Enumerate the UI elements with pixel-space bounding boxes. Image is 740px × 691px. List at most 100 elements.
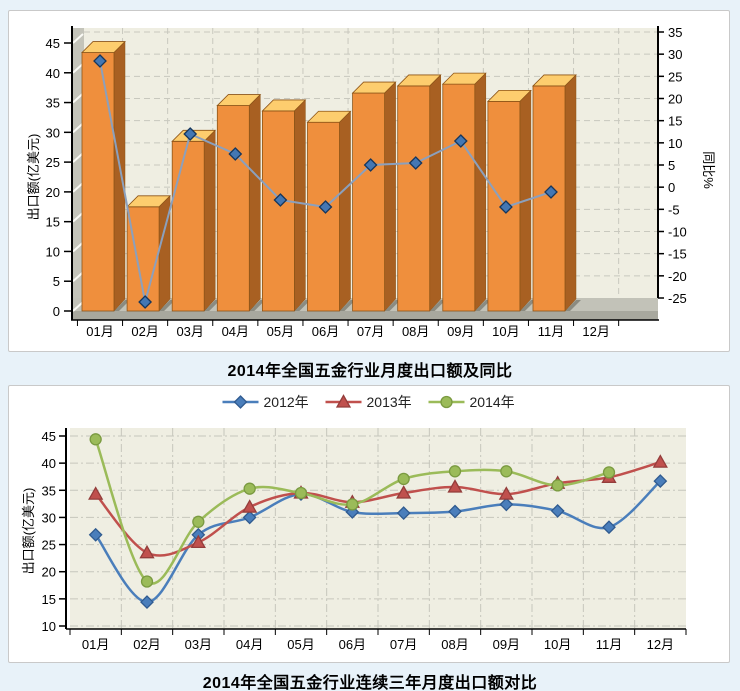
- bar-top-face: [441, 72, 487, 85]
- right-axis-tick-label: 20: [668, 92, 682, 107]
- yoy-diamond-marker: [183, 127, 198, 141]
- bar-side-face: [294, 99, 306, 312]
- series-2012-diamond-marker: [602, 520, 616, 535]
- x-axis-label: 02月: [131, 324, 158, 339]
- legend-item-2012: 2012年: [222, 394, 309, 410]
- right-axis-tick-label: 5: [668, 158, 675, 173]
- x-axis-label: 04月: [222, 324, 249, 339]
- x-axis-label: 02月: [133, 637, 160, 652]
- bar-top-face: [126, 195, 172, 208]
- bar-top-face: [351, 81, 397, 94]
- left-axis-tick-label: 5: [53, 274, 60, 289]
- bar-shadow: [384, 300, 401, 311]
- left-tick-3d: [72, 182, 84, 193]
- bar-side-face: [113, 40, 126, 312]
- bar-top-face: [306, 110, 352, 123]
- bar-shadow: [474, 300, 491, 311]
- x-axis-label: 06月: [312, 324, 339, 339]
- left-axis-tick-label: 40: [46, 66, 60, 81]
- left-axis-tick-label: 20: [42, 565, 56, 580]
- left-axis-title: 出口额(亿美元): [26, 134, 41, 221]
- x-axis-label: 08月: [402, 324, 429, 339]
- left-tick-3d: [72, 211, 84, 223]
- left-tick-3d: [72, 301, 84, 312]
- series-2014-circle-marker: [551, 479, 564, 492]
- left-axis-tick-label: 35: [46, 96, 60, 111]
- right-axis-tick-label: 10: [668, 136, 682, 151]
- left-axis-title: 出口额(亿美元): [21, 488, 36, 575]
- x-axis-label: 04月: [236, 637, 263, 652]
- bar-shadow: [114, 300, 130, 311]
- bar-09月: [442, 83, 476, 312]
- bar-top-face: [81, 41, 126, 53]
- x-axis-label: 11月: [538, 324, 565, 339]
- legend-label: 2012年: [264, 394, 309, 410]
- bar-shadow: [294, 300, 311, 311]
- x-axis-label: 09月: [447, 324, 474, 339]
- combo-chart-title: 2014年全国五金行业月度出口额及同比: [227, 363, 513, 380]
- bar-side-face: [474, 72, 487, 312]
- right-axis-tick-label: 0: [668, 180, 675, 195]
- series-2012-diamond-marker: [550, 503, 565, 518]
- series-2014-circle-marker: [602, 466, 616, 479]
- yoy-diamond-marker: [93, 54, 107, 68]
- bar-04月: [216, 105, 250, 312]
- legend-item-2014: 2014年: [428, 394, 515, 410]
- yoy-diamond-marker: [318, 200, 333, 214]
- x-axis-label: 12月: [582, 324, 609, 339]
- left-tick-3d: [72, 63, 84, 74]
- series-2014-circle-marker: [397, 472, 410, 486]
- bar-11月: [532, 85, 566, 312]
- series-2012-diamond-marker: [242, 510, 257, 525]
- legend-diamond-marker: [233, 395, 248, 409]
- bar-shadow: [159, 300, 176, 311]
- bar-shadow: [519, 300, 536, 311]
- right-axis-tick-label: 15: [668, 114, 682, 129]
- right-axis-tick-label: 25: [668, 69, 682, 84]
- bar-side-face: [564, 74, 577, 312]
- three-year-comparison-chart-panel: 2012年 2013年 2014年 10 15 20 25 30 35 40 45 01月 02月 03月…: [8, 385, 730, 663]
- bar-05月: [261, 110, 295, 312]
- bar-side-face: [203, 129, 216, 312]
- left-axis-tick-label: 15: [42, 592, 56, 607]
- series-2013-triangle-marker: [190, 534, 206, 549]
- x-axis-label: 05月: [287, 637, 314, 652]
- series-2014-circle-marker: [294, 486, 308, 500]
- bar-shadow: [204, 300, 221, 311]
- series-2014-circle-marker: [243, 482, 256, 495]
- x-axis-label: 06月: [339, 637, 366, 652]
- series-2014-circle-marker: [89, 433, 102, 446]
- left-axis-tick-label: 40: [42, 456, 56, 471]
- bar-line-combo-chart: 0 5 10 15 20 25 30 35 40 45 35 30 25 20 15 10 5 0 -5 -10 -15…: [26, 25, 716, 339]
- left-axis-tick-label: 35: [42, 483, 56, 498]
- x-axis-label: 08月: [441, 637, 468, 652]
- x-axis-label: 01月: [86, 324, 113, 339]
- series-2014-circle-marker: [346, 498, 359, 511]
- bar-top-face: [486, 90, 532, 102]
- series-2012-diamond-marker: [499, 497, 514, 512]
- series-line-2012: [94, 480, 662, 604]
- bar-side-face: [339, 110, 351, 312]
- yoy-diamond-marker: [273, 193, 288, 207]
- three-year-line-chart: 2012年 2013年 2014年 10 15 20 25 30 35 40 45 01月 02月 03月…: [21, 394, 687, 652]
- comparison-chart-title: 2014年全国五金行业连续三年月度出口额对比: [202, 675, 538, 691]
- bar-08月: [397, 85, 431, 312]
- series-2013-triangle-marker: [139, 544, 155, 559]
- yoy-diamond-marker: [408, 156, 423, 170]
- series-2013-triangle-marker: [396, 485, 412, 499]
- x-axis-label: 11月: [596, 637, 623, 652]
- series-2014-circle-marker: [140, 575, 154, 588]
- left-axis-tick-label: 45: [46, 36, 60, 51]
- yoy-diamond-marker: [138, 295, 153, 309]
- left-tick-3d: [72, 33, 84, 44]
- right-axis-tick-label: -25: [668, 291, 687, 306]
- left-axis-tick-label: 0: [53, 304, 60, 319]
- bar-06月: [307, 121, 340, 312]
- series-2013-triangle-marker: [242, 499, 258, 513]
- bar-shadow: [249, 300, 266, 311]
- x-axis-label: 03月: [176, 324, 203, 339]
- left-tick-3d: [72, 92, 84, 104]
- right-axis-tick-label: -5: [668, 202, 680, 217]
- bar-top-face: [216, 94, 262, 106]
